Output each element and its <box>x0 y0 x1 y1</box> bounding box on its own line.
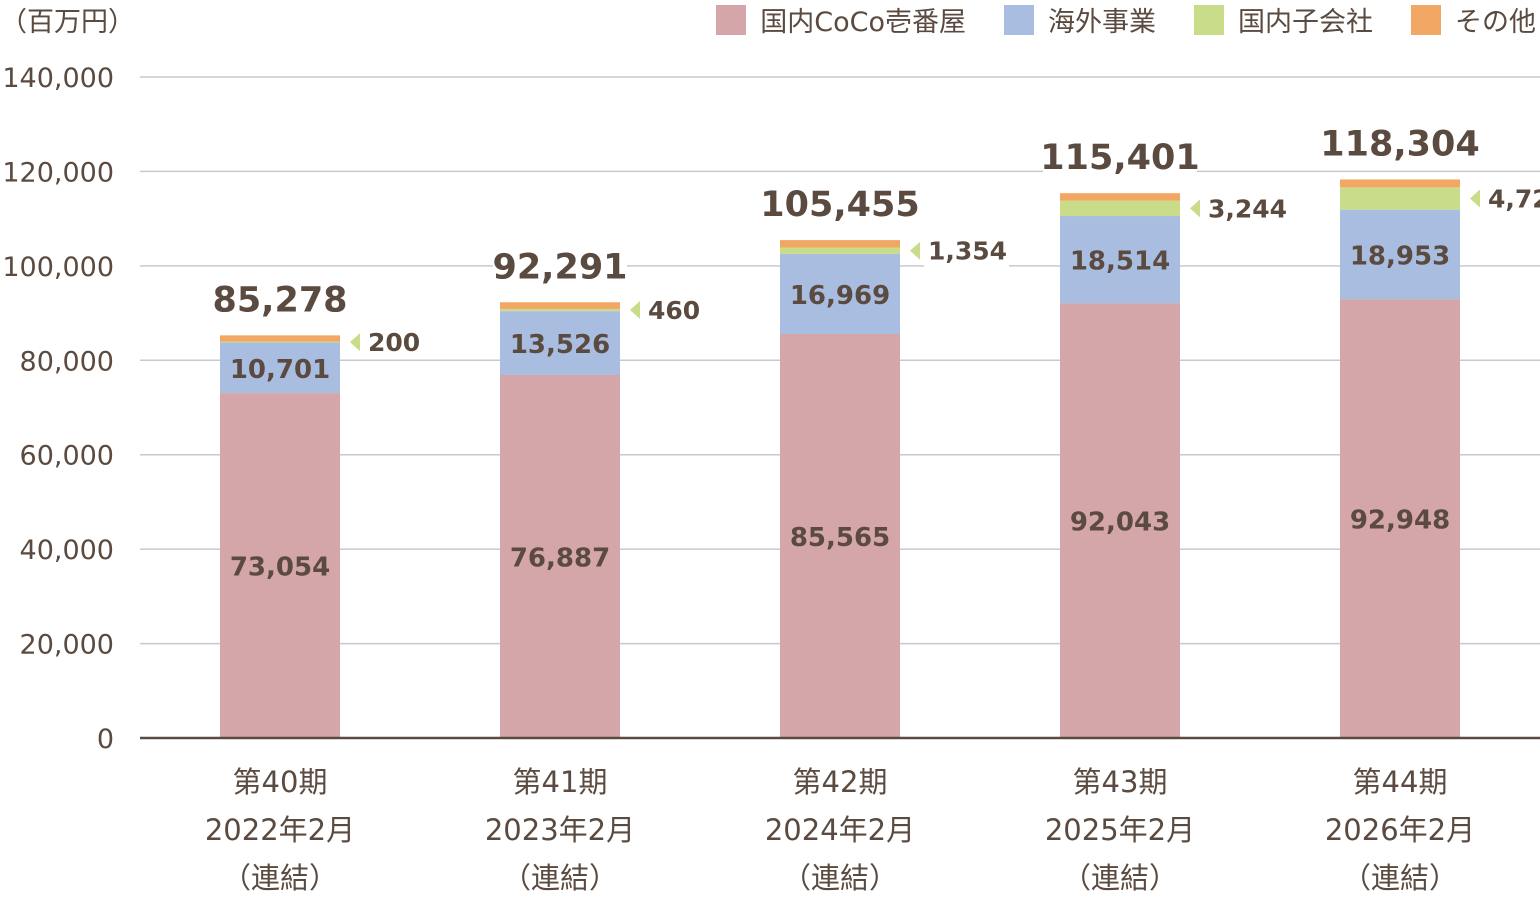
x-category-label-type: （連結） <box>782 861 898 895</box>
bar-segment <box>1340 187 1460 210</box>
bar-segment <box>1060 216 1180 304</box>
x-category-label-period: 第42期 <box>793 765 888 799</box>
total-label: 115,401 <box>1040 138 1199 178</box>
bar-segment <box>220 342 340 394</box>
data-label-subsidiary: 4,729 <box>1488 185 1540 214</box>
callout-arrow <box>910 241 920 260</box>
callout-background <box>364 325 419 360</box>
data-label-subsidiary: 1,354 <box>928 237 1007 266</box>
total-label-background <box>493 244 627 289</box>
y-tick-label: 20,000 <box>20 630 114 661</box>
bar-segment <box>220 341 340 343</box>
bar-segment <box>780 240 900 248</box>
total-label-background <box>213 277 347 322</box>
x-category-label-type: （連結） <box>1062 861 1178 895</box>
data-label-subsidiary: 3,244 <box>1208 194 1287 223</box>
total-label: 92,291 <box>492 247 627 287</box>
bar-segment <box>500 374 620 738</box>
y-tick-label: 120,000 <box>2 157 114 188</box>
legend-label-domestic: 国内CoCo壱番屋 <box>760 7 966 38</box>
legend-item-subsidiary: 国内子会社 <box>1194 0 1373 39</box>
legend-label-subsidiary: 国内子会社 <box>1238 7 1373 38</box>
x-category-label-period: 第41期 <box>513 765 608 799</box>
bar-segment <box>1060 200 1180 217</box>
legend-label-overseas: 海外事業 <box>1048 7 1156 38</box>
total-label: 118,304 <box>1320 124 1479 164</box>
legend: 国内CoCo壱番屋 海外事業 国内子会社 その他 <box>678 0 1536 39</box>
x-category-label-period: 第40期 <box>233 765 328 799</box>
x-category-label-date: 2022年2月 <box>205 813 355 847</box>
data-label-subsidiary: 200 <box>368 328 420 357</box>
bar-segment <box>780 334 900 738</box>
total-label: 105,455 <box>760 185 919 225</box>
bar-segment <box>780 247 900 254</box>
bar-segment <box>220 393 340 738</box>
callout-arrow <box>1470 189 1480 208</box>
legend-item-other: その他 <box>1411 0 1536 39</box>
y-tick-label: 0 <box>97 724 114 755</box>
data-label-overseas: 18,953 <box>1350 241 1450 271</box>
callout-arrow <box>350 333 360 352</box>
bar-segment <box>780 253 900 335</box>
callout-arrow <box>630 301 640 320</box>
legend-item-overseas: 海外事業 <box>1004 0 1156 39</box>
data-label-overseas: 10,701 <box>230 355 330 385</box>
x-category-label-type: （連結） <box>502 861 618 895</box>
x-category-label-type: （連結） <box>1342 861 1458 895</box>
total-label: 85,278 <box>212 280 347 320</box>
legend-label-other: その他 <box>1455 7 1536 38</box>
data-label-domestic: 92,948 <box>1350 506 1450 536</box>
x-category-label-date: 2026年2月 <box>1325 813 1475 847</box>
data-label-domestic: 92,043 <box>1070 508 1170 538</box>
bar-segment <box>1340 299 1460 738</box>
bar-segment <box>500 302 620 309</box>
x-category-label-period: 第43期 <box>1073 765 1168 799</box>
bar-segment <box>500 311 620 375</box>
y-tick-label: 140,000 <box>2 63 114 94</box>
bar-segment <box>1060 303 1180 738</box>
bar-segment <box>1060 193 1180 201</box>
x-category-label-date: 2025年2月 <box>1045 813 1195 847</box>
data-label-domestic: 85,565 <box>790 523 890 553</box>
data-label-subsidiary: 460 <box>648 296 700 325</box>
legend-swatch-overseas <box>1004 4 1034 35</box>
data-label-overseas: 13,526 <box>510 330 610 360</box>
callout-background <box>924 233 1009 268</box>
legend-swatch-subsidiary <box>1194 4 1224 35</box>
data-label-overseas: 18,514 <box>1070 247 1170 277</box>
legend-item-domestic: 国内CoCo壱番屋 <box>716 0 966 39</box>
data-label-overseas: 16,969 <box>790 281 890 311</box>
x-category-label-date: 2024年2月 <box>765 813 915 847</box>
total-label-background <box>1323 121 1477 166</box>
y-tick-label: 100,000 <box>2 252 114 283</box>
legend-swatch-other <box>1411 4 1441 35</box>
callout-background <box>1484 181 1540 216</box>
x-category-label-type: （連結） <box>222 861 338 895</box>
total-label-background <box>1043 135 1197 180</box>
callout-arrow <box>1190 199 1200 218</box>
x-category-label-date: 2023年2月 <box>485 813 635 847</box>
bar-segment <box>500 308 620 312</box>
callout-background <box>1204 191 1289 226</box>
total-label-background <box>763 182 917 227</box>
x-category-label-period: 第44期 <box>1353 765 1448 799</box>
bar-segment <box>1340 179 1460 188</box>
y-tick-label: 60,000 <box>20 441 114 472</box>
data-label-domestic: 76,887 <box>510 543 610 573</box>
data-label-domestic: 73,054 <box>230 553 330 583</box>
bar-segment <box>220 335 340 342</box>
legend-swatch-domestic <box>716 4 747 35</box>
y-tick-label: 40,000 <box>20 535 114 566</box>
unit-label: （百万円） <box>0 7 135 38</box>
callout-background <box>644 293 699 328</box>
bar-segment <box>1340 209 1460 300</box>
y-tick-label: 80,000 <box>20 346 114 377</box>
